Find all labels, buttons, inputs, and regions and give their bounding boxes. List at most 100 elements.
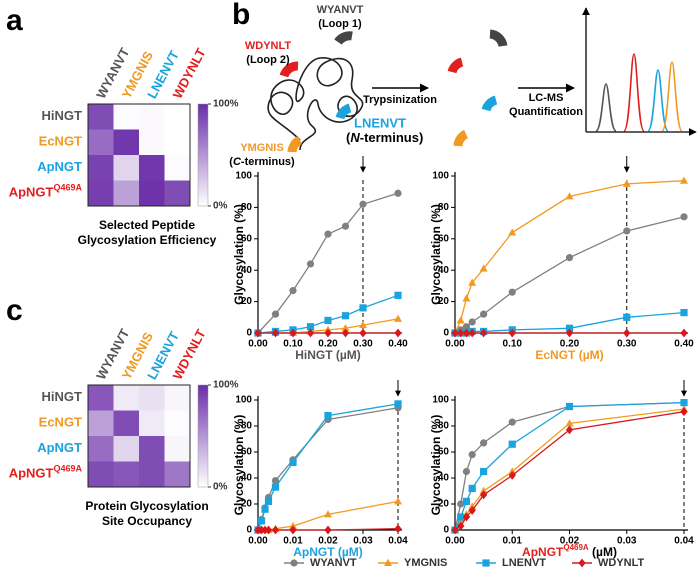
row-label-text: ApNGT: [9, 466, 54, 481]
peak: [647, 69, 669, 132]
site-label: (N-terminus): [346, 130, 423, 145]
panel-label: b: [232, 0, 250, 31]
x-tick-label: 0.20: [560, 339, 580, 350]
marker: [480, 490, 488, 500]
marker: [457, 521, 465, 531]
marker: [680, 176, 688, 184]
heat-cell: [139, 385, 165, 411]
marker: [565, 425, 574, 435]
row-label: EcNGT: [39, 415, 82, 430]
marker: [680, 407, 688, 417]
row-label-text: HiNGT: [42, 389, 83, 404]
heat-cell: [164, 410, 190, 436]
row-label: ApNGTQ469A: [9, 183, 83, 200]
colorbar-tick-label: 0%: [213, 201, 228, 212]
marker: [462, 467, 471, 476]
marker: [306, 260, 315, 268]
marker: [468, 278, 477, 286]
x-axis-label-text: HiNGT (µM): [295, 348, 361, 362]
series-line: [257, 192, 399, 334]
marker: [324, 316, 332, 325]
site-text: -terminus): [360, 130, 424, 145]
heat-cell: [88, 104, 114, 130]
panel-caption: Selected Peptide: [99, 218, 195, 232]
peptide-label: YMGNIS: [240, 142, 283, 154]
marker: [462, 328, 471, 338]
step-label: Quantification: [509, 106, 583, 118]
legend-marker: [290, 559, 298, 567]
marker: [468, 484, 476, 492]
peptide-fragment: [334, 31, 353, 45]
heat-cell: [88, 155, 114, 181]
y-tick-label: 20: [438, 499, 450, 510]
peptide-fragment: [279, 61, 299, 78]
peptide-label: WYANVT: [317, 4, 364, 16]
peak: [595, 83, 617, 132]
y-tick-label: 100: [235, 171, 252, 182]
marker: [289, 525, 297, 535]
row-label: EcNGT: [39, 134, 82, 149]
marker: [468, 318, 476, 326]
marker: [457, 328, 465, 338]
x-tick-label: 0.40: [674, 339, 694, 350]
marker: [468, 451, 476, 459]
row-label-text: HiNGT: [42, 108, 83, 123]
colorbar-tick-label: 100%: [213, 99, 239, 110]
colorbar: [197, 384, 209, 488]
marker: [451, 328, 459, 338]
y-tick-label: 60: [241, 447, 253, 458]
y-tick-label: 0: [443, 525, 449, 536]
marker: [359, 328, 367, 338]
marker: [271, 310, 280, 318]
marker: [680, 399, 688, 407]
marker: [565, 328, 574, 338]
heat-cell: [164, 180, 190, 206]
y-axis-label: Glycosylation (%): [429, 415, 443, 516]
x-axis-label-text: EcNGT (µM): [535, 348, 603, 362]
panel-label: c: [6, 294, 23, 327]
x-axis-label-text: ApNGT: [522, 545, 564, 559]
marker: [480, 310, 488, 318]
peak: [661, 61, 683, 132]
marker: [479, 486, 488, 494]
row-label-superscript: Q469A: [53, 464, 82, 474]
x-tick-label: 0.02: [560, 536, 580, 547]
legend-marker: [384, 558, 392, 566]
marker: [261, 505, 269, 513]
heat-cell: [88, 410, 114, 436]
y-tick-label: 60: [241, 233, 253, 244]
x-axis-label-superscript: Q469A: [563, 543, 589, 552]
panel-label: a: [6, 4, 23, 37]
x-tick-label: 0.03: [353, 536, 373, 547]
peptide-label: WDYNLT: [245, 40, 292, 52]
x-tick-label: 0.30: [353, 339, 373, 350]
y-tick-label: 40: [241, 473, 253, 484]
marker: [271, 477, 280, 485]
marker: [623, 328, 631, 338]
y-tick-label: 80: [241, 202, 253, 213]
site-text: C: [233, 156, 242, 168]
heat-cell: [164, 155, 190, 181]
x-tick-label: 0.00: [445, 339, 465, 350]
marker: [508, 440, 516, 448]
marker: [341, 222, 350, 230]
marker: [480, 467, 488, 476]
legend-marker: [578, 558, 586, 568]
heat-cell: [139, 129, 165, 155]
heat-cell: [139, 410, 165, 436]
heat-cell: [113, 461, 139, 487]
marker: [306, 328, 315, 338]
marker: [341, 312, 350, 320]
heat-cell: [139, 461, 165, 487]
x-axis-label-text: (µM): [589, 545, 617, 559]
row-label: HiNGT: [42, 108, 83, 123]
series-line: [454, 401, 685, 531]
y-tick-label: 40: [438, 473, 450, 484]
heat-cell: [113, 155, 139, 181]
y-tick-label: 20: [241, 499, 253, 510]
marker: [462, 294, 471, 302]
marker: [324, 328, 332, 338]
marker: [508, 418, 516, 426]
peptide-fragment: [489, 29, 508, 48]
y-tick-label: 40: [438, 265, 450, 276]
